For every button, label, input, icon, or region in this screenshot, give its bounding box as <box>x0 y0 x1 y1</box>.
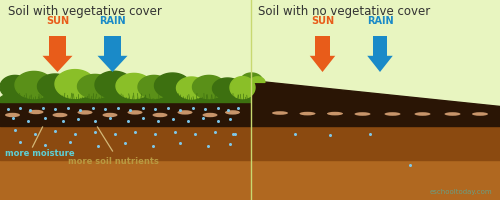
Polygon shape <box>154 73 190 98</box>
Polygon shape <box>192 75 226 99</box>
Polygon shape <box>15 71 53 99</box>
Ellipse shape <box>225 110 240 115</box>
Polygon shape <box>212 78 242 99</box>
Text: RAIN: RAIN <box>366 16 394 26</box>
Polygon shape <box>230 77 255 99</box>
Ellipse shape <box>472 112 488 116</box>
Ellipse shape <box>152 113 168 117</box>
Text: Soil with vegetative cover: Soil with vegetative cover <box>8 5 162 18</box>
Ellipse shape <box>327 112 343 115</box>
Polygon shape <box>95 71 133 98</box>
Ellipse shape <box>444 112 460 116</box>
Text: more moisture: more moisture <box>5 150 74 158</box>
Polygon shape <box>38 74 72 99</box>
Ellipse shape <box>52 113 68 117</box>
Ellipse shape <box>78 110 92 115</box>
Polygon shape <box>55 70 95 98</box>
Polygon shape <box>116 73 152 99</box>
FancyBboxPatch shape <box>49 36 66 56</box>
Text: Soil with no vegetative cover: Soil with no vegetative cover <box>258 5 430 18</box>
Text: more soil nutrients: more soil nutrients <box>68 156 158 166</box>
Polygon shape <box>78 74 112 98</box>
Polygon shape <box>367 56 393 72</box>
Polygon shape <box>240 73 262 81</box>
Polygon shape <box>138 75 170 99</box>
Ellipse shape <box>300 112 316 115</box>
Text: RAIN: RAIN <box>99 16 126 26</box>
FancyBboxPatch shape <box>104 36 121 56</box>
Ellipse shape <box>384 112 400 116</box>
Ellipse shape <box>202 113 218 117</box>
Ellipse shape <box>178 110 192 115</box>
FancyBboxPatch shape <box>373 36 387 56</box>
Text: SUN: SUN <box>311 16 334 26</box>
Polygon shape <box>176 77 206 99</box>
Ellipse shape <box>272 111 288 115</box>
Ellipse shape <box>5 113 20 117</box>
Polygon shape <box>310 56 335 72</box>
Polygon shape <box>42 56 72 72</box>
Polygon shape <box>98 56 128 72</box>
Ellipse shape <box>28 110 44 114</box>
Polygon shape <box>0 75 30 99</box>
Ellipse shape <box>414 112 430 116</box>
Ellipse shape <box>354 112 370 116</box>
Polygon shape <box>250 77 265 82</box>
Ellipse shape <box>102 113 118 117</box>
Text: SUN: SUN <box>46 16 69 26</box>
Text: eschooltoday.com: eschooltoday.com <box>430 189 492 195</box>
Ellipse shape <box>128 110 142 115</box>
FancyBboxPatch shape <box>316 36 330 56</box>
